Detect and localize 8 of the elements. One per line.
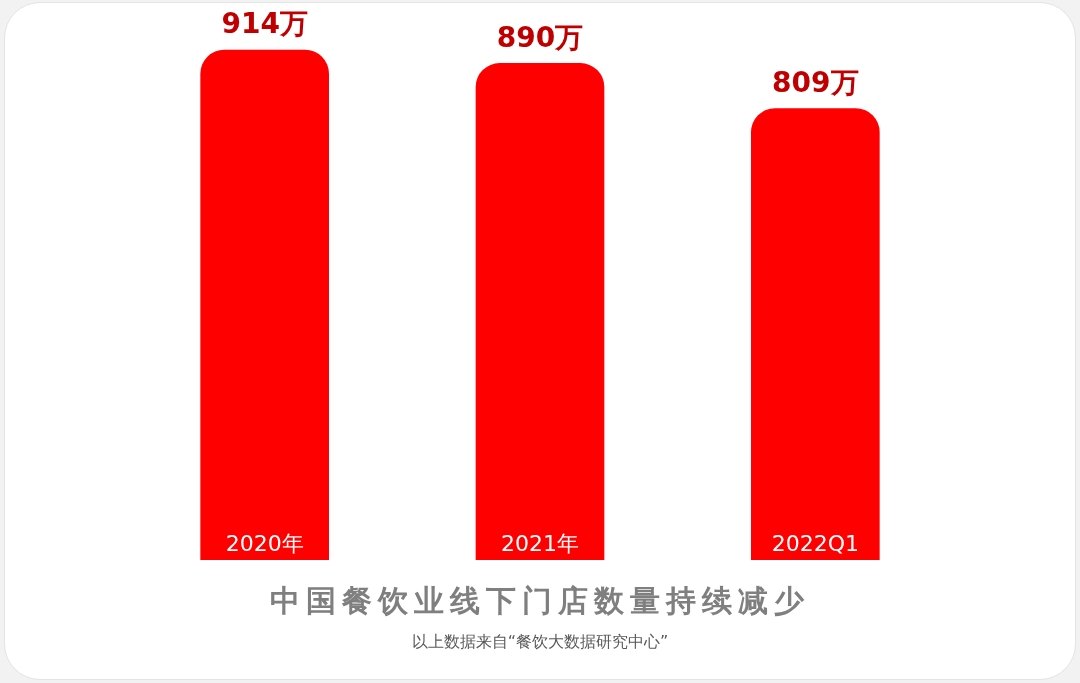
x-tick-label: 2020年 <box>225 530 304 556</box>
data-label: 809万 <box>772 65 859 99</box>
data-label: 890万 <box>496 20 584 54</box>
data-label: 914万 <box>221 7 308 41</box>
text: 以上数据来自“餐饮大数据研究中心” <box>411 632 669 652</box>
x-tick-label: 2022Q1 <box>771 530 859 556</box>
x-tick-label: 2021年 <box>501 530 579 556</box>
text: 中国餐饮业线下门店数量持续减少 <box>270 582 810 618</box>
